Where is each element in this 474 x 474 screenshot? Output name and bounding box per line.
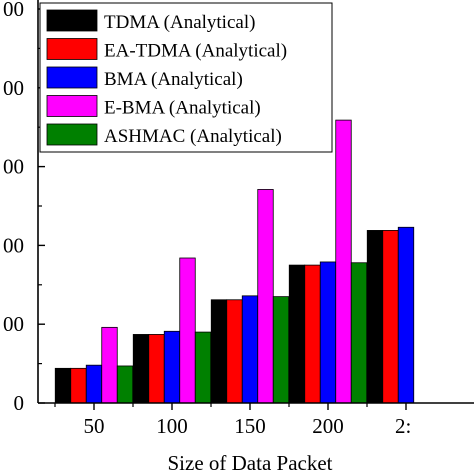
bar-5-150 — [272, 296, 290, 404]
y-tick-label: 00 — [3, 233, 24, 257]
x-tick-labels: 50 100 150 200 2: — [84, 414, 412, 438]
bar-1-150 — [210, 299, 228, 404]
legend-swatch-4 — [46, 95, 98, 117]
legend-label-5: ASHMAC (Analytical) — [104, 126, 282, 147]
bar-3-2: — [397, 226, 415, 404]
x-tick-label: 200 — [312, 414, 344, 438]
legend-swatch-2 — [46, 38, 98, 60]
legend-label-4: E-BMA (Analytical) — [104, 98, 261, 119]
bar-1-50 — [54, 367, 72, 404]
bar-1-100 — [132, 334, 150, 404]
bar-5-100 — [194, 331, 212, 404]
bar-4-200 — [335, 119, 352, 404]
bar-2-100 — [148, 334, 165, 404]
bar-5-50 — [116, 365, 134, 404]
bar-4-50 — [101, 326, 118, 404]
y-tick-label: 00 — [3, 0, 24, 21]
x-tick-label: 150 — [234, 414, 266, 438]
y-tick-label: 0 — [14, 391, 25, 415]
bar-3-100 — [163, 330, 181, 404]
bar-2-200 — [304, 264, 321, 404]
bar-2-2: — [382, 230, 399, 404]
x-tick-label: 50 — [84, 414, 105, 438]
legend-swatch-5 — [46, 123, 98, 146]
bar-5-200 — [350, 262, 368, 404]
bar-2-150 — [226, 299, 243, 404]
x-tick-label: 100 — [156, 414, 188, 438]
legend-label-1: TDMA (Analytical) — [104, 12, 255, 33]
bar-3-150 — [241, 295, 259, 404]
x-tick-label: 2: — [395, 414, 411, 438]
bar-4-150 — [257, 189, 274, 404]
y-tick-label: 00 — [3, 76, 24, 100]
legend-swatch-1 — [46, 9, 98, 32]
bar-4-100 — [179, 257, 196, 404]
legend-label-3: BMA (Analytical) — [104, 69, 243, 90]
bar-3-200 — [319, 261, 337, 404]
y-tick-label: 00 — [3, 312, 24, 336]
bar-1-2: — [366, 230, 384, 404]
legend-swatch-3 — [46, 66, 98, 89]
y-tick-label: 00 — [3, 155, 24, 179]
bar-1-200 — [288, 264, 306, 404]
bar-3-50 — [85, 364, 103, 404]
bars-layer — [54, 119, 415, 404]
legend: TDMA (Analytical) EA-TDMA (Analytical) BMA… — [39, 2, 333, 153]
bar-2-50 — [70, 367, 87, 404]
legend-label-2: EA-TDMA (Analytical) — [104, 41, 287, 62]
x-axis-label: Size of Data Packet — [167, 451, 332, 474]
